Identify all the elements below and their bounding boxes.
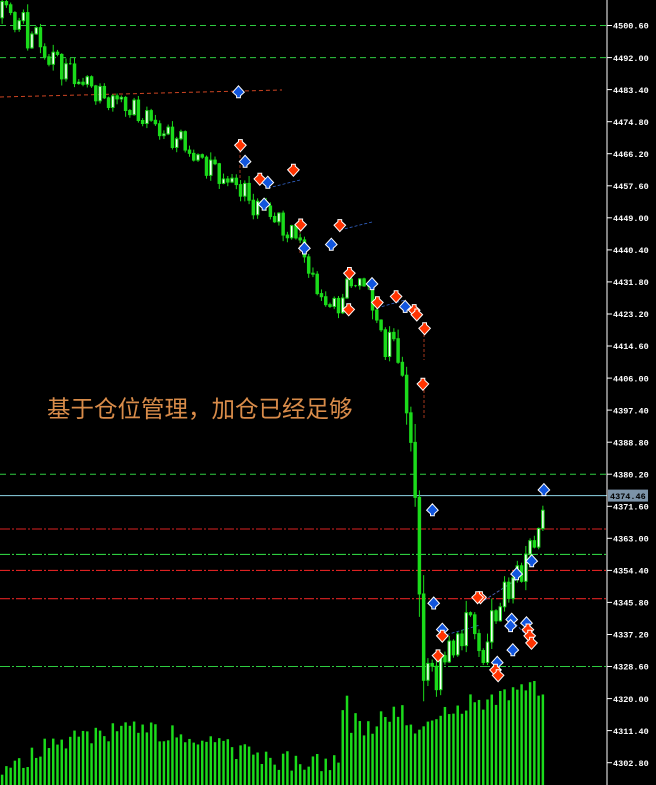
svg-text:4320.00: 4320.00 <box>613 695 649 705</box>
svg-text:4440.40: 4440.40 <box>613 246 649 256</box>
svg-text:基于仓位管理，加仓已经足够: 基于仓位管理，加仓已经足够 <box>47 396 353 422</box>
svg-text:4380.20: 4380.20 <box>613 470 649 480</box>
svg-text:4345.80: 4345.80 <box>613 599 649 609</box>
svg-text:4414.60: 4414.60 <box>613 342 649 352</box>
svg-text:4371.60: 4371.60 <box>613 503 649 513</box>
svg-text:4337.20: 4337.20 <box>613 631 649 641</box>
svg-text:4397.40: 4397.40 <box>613 406 649 416</box>
svg-text:4388.80: 4388.80 <box>613 438 649 448</box>
svg-text:4328.60: 4328.60 <box>613 663 649 673</box>
svg-text:4406.00: 4406.00 <box>613 374 649 384</box>
svg-text:4431.80: 4431.80 <box>613 278 649 288</box>
svg-text:4449.00: 4449.00 <box>613 214 649 224</box>
svg-text:4302.80: 4302.80 <box>613 759 649 769</box>
svg-text:4363.00: 4363.00 <box>613 535 649 545</box>
svg-text:4374.46: 4374.46 <box>610 492 646 502</box>
svg-text:4423.20: 4423.20 <box>613 310 649 320</box>
svg-text:4457.60: 4457.60 <box>613 182 649 192</box>
svg-text:4354.40: 4354.40 <box>613 567 649 577</box>
svg-text:4483.40: 4483.40 <box>613 86 649 96</box>
svg-text:4500.60: 4500.60 <box>613 22 649 32</box>
svg-text:4492.00: 4492.00 <box>613 54 649 64</box>
svg-text:4311.40: 4311.40 <box>613 727 649 737</box>
svg-text:4466.20: 4466.20 <box>613 150 649 160</box>
svg-text:4474.80: 4474.80 <box>613 118 649 128</box>
